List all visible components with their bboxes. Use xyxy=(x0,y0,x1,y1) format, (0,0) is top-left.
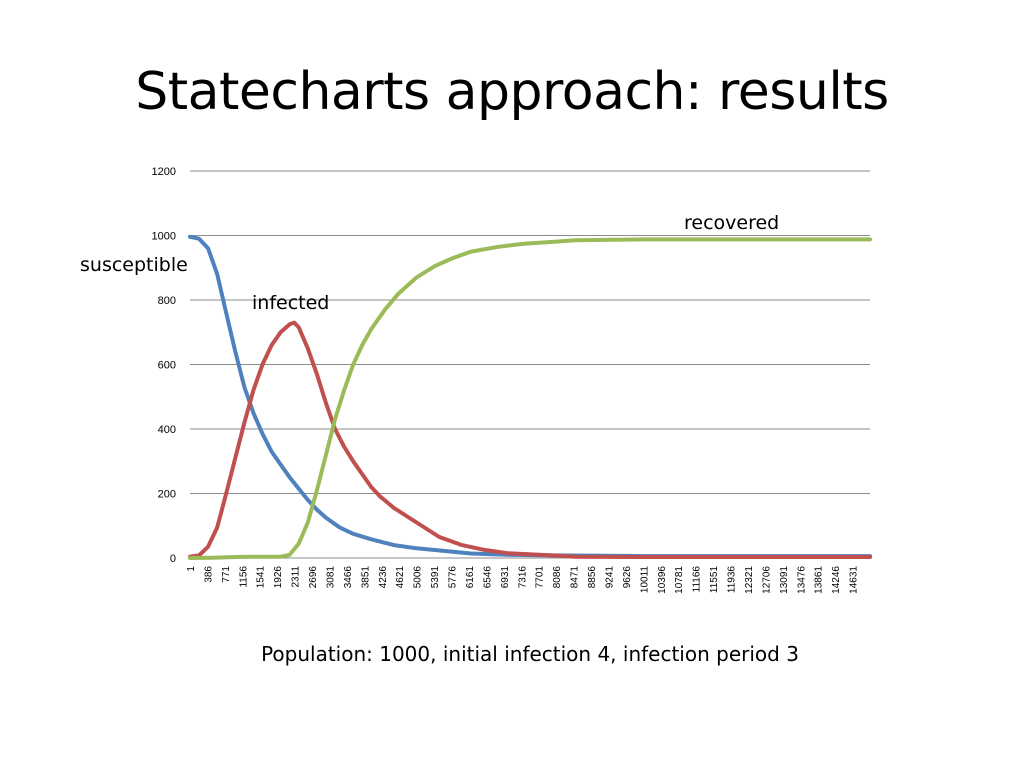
x-tick-label: 13091 xyxy=(779,566,790,594)
x-tick-label: 5776 xyxy=(448,566,459,589)
x-tick-label: 2696 xyxy=(308,566,319,589)
x-tick-label: 13861 xyxy=(814,566,825,594)
series-lines xyxy=(188,234,872,560)
series-line-susceptible xyxy=(188,234,872,559)
x-tick-label: 8856 xyxy=(587,566,598,589)
x-tick-label: 8471 xyxy=(570,566,581,589)
x-tick-label: 12706 xyxy=(761,566,772,594)
x-tick-label: 2311 xyxy=(291,566,302,588)
x-tick-label: 10396 xyxy=(657,566,668,594)
y-tick-label: 600 xyxy=(158,360,176,372)
x-tick-label: 11166 xyxy=(692,566,703,593)
x-tick-label: 771 xyxy=(221,566,232,583)
x-tick-label: 14246 xyxy=(831,566,842,594)
x-tick-label: 6161 xyxy=(465,566,476,589)
x-tick-label: 4236 xyxy=(378,566,389,589)
x-tick-label: 4621 xyxy=(395,566,406,589)
x-tick-label: 3851 xyxy=(360,566,371,589)
x-tick-label: 6931 xyxy=(500,566,511,589)
x-tick-label: 6546 xyxy=(482,566,493,589)
sir-line-chart: 0 200 400 600 800 1000 1200 1 386 771 1156 1541 192… xyxy=(80,166,872,594)
x-tick-label: 10011 xyxy=(639,566,650,594)
x-tick-label: 1156 xyxy=(238,566,249,588)
y-tick-label: 0 xyxy=(170,553,176,565)
x-tick-label: 11936 xyxy=(727,566,738,594)
x-tick-label: 9626 xyxy=(622,566,633,589)
x-tick-label: 10781 xyxy=(674,566,685,594)
x-tick-label: 5391 xyxy=(430,566,441,589)
y-axis-ticks: 0 200 400 600 800 1000 1200 xyxy=(152,166,176,565)
x-tick-label: 11551 xyxy=(709,566,720,594)
chart-caption: Population: 1000, initial infection 4, i… xyxy=(261,642,799,666)
annotation-infected: infected xyxy=(252,292,329,314)
x-tick-label: 3081 xyxy=(325,566,336,589)
y-tick-label: 400 xyxy=(158,424,176,436)
x-tick-label: 1541 xyxy=(256,566,267,589)
y-tick-label: 1000 xyxy=(152,231,176,243)
x-tick-label: 7701 xyxy=(535,566,546,589)
series-line-recovered xyxy=(188,237,872,560)
y-tick-label: 200 xyxy=(158,489,176,501)
x-tick-label: 14631 xyxy=(849,566,860,594)
slide-title: Statecharts approach: results xyxy=(135,62,889,122)
series-line-infected xyxy=(188,320,872,559)
x-tick-label: 9241 xyxy=(604,566,615,589)
x-tick-label: 1 xyxy=(186,566,197,572)
y-tick-label: 1200 xyxy=(152,166,176,178)
x-tick-label: 13476 xyxy=(796,566,807,594)
x-tick-label: 5006 xyxy=(413,566,424,589)
x-axis-ticks: 1 386 771 1156 1541 1926 2311 2696 3081 3466 3851 4… xyxy=(186,566,860,594)
x-tick-label: 8086 xyxy=(552,566,563,589)
y-tick-label: 800 xyxy=(158,295,176,307)
x-tick-label: 12321 xyxy=(744,566,755,594)
annotation-susceptible: susceptible xyxy=(80,254,188,276)
x-tick-label: 386 xyxy=(203,566,214,583)
x-tick-label: 7316 xyxy=(517,566,528,589)
x-tick-label: 1926 xyxy=(273,566,284,589)
annotations: recovered susceptible infected xyxy=(80,212,779,314)
x-tick-label: 3466 xyxy=(343,566,354,589)
annotation-recovered: recovered xyxy=(684,212,779,234)
